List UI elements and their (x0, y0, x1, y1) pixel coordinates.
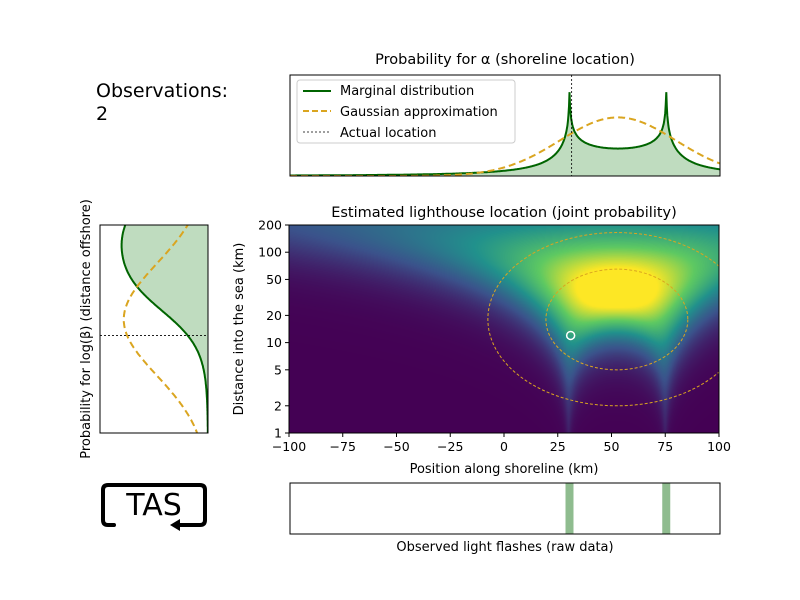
x-tick-label: −25 (437, 439, 463, 454)
y-tick-label: 200 (258, 218, 282, 233)
raw-data-panel: Observed light flashes (raw data) (289, 482, 721, 555)
flash-bar-2 (662, 483, 671, 534)
left-marginal-panel: Probability for log(β) (distance offshor… (79, 199, 209, 459)
observations-label: Observations: (96, 80, 228, 102)
raw-data-xlabel: Observed light flashes (raw data) (396, 540, 613, 555)
actual-location-marker (565, 330, 576, 341)
flash-bar-1 (565, 483, 574, 534)
top-panel-title: Probability for α (shoreline location) (375, 52, 635, 68)
heatmap-image (289, 225, 719, 433)
y-tick-label: 50 (266, 272, 282, 287)
x-tick-label: 75 (657, 439, 673, 454)
tas-logo: TAS (101, 483, 207, 531)
y-tick-label: 2 (274, 398, 282, 413)
legend-gaussian-label: Gaussian approximation (340, 105, 498, 120)
left-marginal-line (120, 225, 208, 433)
left-gaussian-line (122, 225, 199, 433)
top-legend: Marginal distribution Gaussian approxima… (296, 79, 516, 144)
heatmap-title: Estimated lighthouse location (joint pro… (331, 205, 677, 221)
legend-actual-label: Actual location (340, 126, 436, 141)
y-tick-label: 1 (274, 426, 282, 441)
left-panel-frame (99, 224, 209, 434)
left-panel-ylabel: Probability for log(β) (distance offshor… (79, 199, 94, 459)
x-tick-label: 100 (707, 439, 731, 454)
tas-logo-text: TAS (125, 488, 182, 523)
heatmap-xlabel: Position along shoreline (km) (410, 462, 599, 477)
top-marginal-panel: Probability for α (shoreline location) M… (289, 52, 721, 177)
x-tick-label: 25 (550, 439, 566, 454)
y-tick-label: 100 (258, 245, 282, 260)
observations-count: 2 (96, 103, 109, 125)
gaussian-approximation-line (290, 116, 720, 176)
y-tick-label: 10 (266, 335, 282, 350)
top-panel-frame (289, 74, 721, 177)
y-tick-label: 20 (266, 308, 282, 323)
x-tick-label: 0 (500, 439, 508, 454)
x-tick-label: −75 (330, 439, 356, 454)
heatmap-ylabel: Distance into the sea (km) (232, 243, 247, 416)
left-marginal-fill-area (121, 225, 208, 433)
marginal-fill-area (290, 92, 720, 176)
gaussian-ellipse-1 (545, 268, 689, 371)
gaussian-ellipse-2 (487, 232, 719, 407)
x-tick-label: −50 (383, 439, 409, 454)
x-tick-label: 50 (604, 439, 620, 454)
legend-marginal-label: Marginal distribution (340, 84, 474, 99)
heatmap-panel: Estimated lighthouse location (joint pro… (232, 205, 731, 477)
raw-data-frame (289, 482, 721, 535)
y-tick-label: 5 (274, 362, 282, 377)
observations-counter: Observations: 2 (96, 80, 228, 126)
x-tick-label: −100 (272, 439, 306, 454)
